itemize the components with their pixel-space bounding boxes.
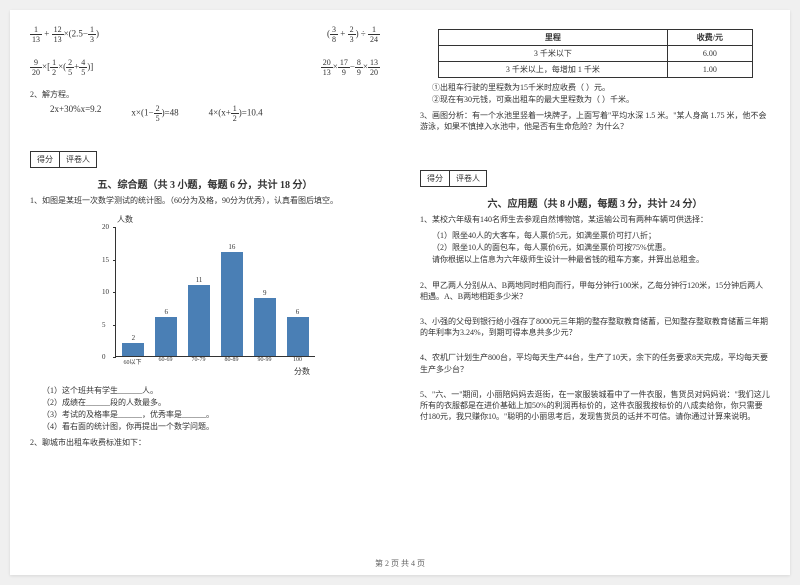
- section-5-title: 五、综合题（共 3 小题，每题 6 分，共计 18 分）: [30, 176, 380, 191]
- q1: 1、如图是某班一次数学测试的统计图。（60分为及格，90分为优秀），认真看图后填…: [30, 195, 380, 206]
- q3: 3、画图分析：有一个水池里竖着一块牌子，上面写着"平均水深 1.5 米。"某人身…: [420, 110, 770, 132]
- formula-4: 2013×179−89×1320: [321, 58, 380, 77]
- sub-q2: （2）成绩在______段的人数最多。: [42, 397, 380, 409]
- formula-1: 113 + 1213×(2.5−13): [30, 25, 99, 44]
- th-fare: 收费/元: [668, 30, 752, 46]
- fare-table: 里程收费/元 3 千米以下6.00 3 千米以上，每增加 1 千米1.00: [438, 29, 753, 78]
- a1-2: （2）限坐10人的面包车，每人票价6元，如满坐票价可按75%优惠。: [432, 242, 770, 254]
- formula-3: 920×[12×(25+45)]: [30, 58, 93, 77]
- eq-3: 4×(x+12)=10.4: [209, 104, 263, 123]
- a1: 1、某校六年级有140名师生去参观自然博物馆，某运输公司有两种车辆可供选择：: [420, 214, 770, 225]
- score-label: 得分: [31, 152, 60, 167]
- table-q1: ①出租车行驶的里程数为15千米时应收费（ ）元。: [432, 82, 770, 94]
- equation-title: 2、解方程。: [30, 89, 380, 100]
- page-footer: 第 2 页 共 4 页: [10, 558, 790, 569]
- a5: 5、"六、一"期间，小丽陪妈妈去逛街，在一家服装城看中了一件衣服，售货员对妈妈说…: [420, 389, 770, 423]
- bar-chart: 人数 0510152026111696 60以下60-6970-7980-899…: [95, 214, 315, 377]
- a2: 2、甲乙两人分别从A、B两地同时相向而行，甲每分钟行100米，乙每分钟行120米…: [420, 280, 770, 302]
- table-q2: ②现在有30元钱，可乘出租车的最大里程数为（ ）千米。: [432, 94, 770, 106]
- eq-1: 2x+30%x=9.2: [50, 104, 101, 123]
- grader-label-6: 评卷人: [450, 171, 486, 186]
- y-axis-title: 人数: [117, 214, 315, 225]
- formula-2: (38 + 23) ÷ 124: [327, 25, 380, 44]
- a4: 4、农机厂计划生产800台，平均每天生产44台，生产了10天，余下的任务要求8天…: [420, 352, 770, 374]
- th-distance: 里程: [438, 30, 668, 46]
- x-axis-title: 分数: [95, 366, 310, 377]
- a1-3: 请你根据以上信息为六年级师生设计一种最省钱的租车方案，并算出总租金。: [432, 254, 770, 266]
- sub-q4: （4）看右面的统计图，你再提出一个数学问题。: [42, 421, 380, 433]
- a3: 3、小强的父母到银行给小强存了8000元三年期的整存整取教育储蓄，已知整存整取教…: [420, 316, 770, 338]
- sub-q1: （1）这个班共有学生______人。: [42, 385, 380, 397]
- a1-1: （1）限坐40人的大客车，每人票价5元，如满坐票价可打八折；: [432, 230, 770, 242]
- eq-2: x×(1−25)=48: [131, 104, 178, 123]
- q2: 2、聊城市出租车收费标准如下：: [30, 437, 380, 448]
- grader-label: 评卷人: [60, 152, 96, 167]
- score-label-6: 得分: [421, 171, 450, 186]
- score-box: 得分 评卷人: [30, 151, 97, 168]
- sub-q3: （3）考试的及格率是______，优秀率是______。: [42, 409, 380, 421]
- section-6-title: 六、应用题（共 8 小题，每题 3 分，共计 24 分）: [420, 195, 770, 210]
- score-box-6: 得分 评卷人: [420, 170, 487, 187]
